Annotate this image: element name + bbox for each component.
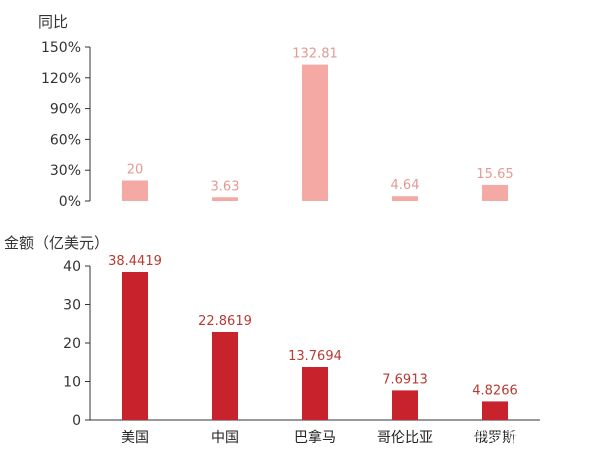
x-axis-category-label: 俄罗斯 — [474, 430, 516, 446]
bot-bar — [392, 390, 418, 420]
top-bar — [122, 180, 148, 201]
x-axis-category-label: 中国 — [211, 430, 239, 446]
bot-data-label: 13.7694 — [288, 349, 342, 364]
bot-y-tick-label: 20 — [63, 336, 81, 352]
bot-data-label: 7.6913 — [382, 372, 428, 387]
top-bar — [302, 64, 328, 201]
bot-y-tick-label: 10 — [63, 375, 81, 391]
bottom-chart-y-ticks: 0 10 20 30 40 — [63, 259, 90, 429]
bot-bar — [212, 331, 238, 420]
top-chart-y-axis-title: 同比 — [38, 13, 68, 31]
bot-bar — [302, 366, 328, 420]
bot-data-label: 22.8619 — [198, 314, 252, 329]
top-chart-y-ticks: 0% 30% 60% 90% 120% 150% — [41, 40, 90, 210]
top-data-label: 3.63 — [211, 179, 240, 194]
top-y-tick-label: 60% — [50, 132, 81, 148]
bot-bar — [122, 271, 148, 420]
top-y-tick-label: 120% — [41, 71, 81, 87]
top-y-tick-label: 0% — [59, 194, 81, 210]
top-data-label: 20 — [127, 162, 144, 177]
top-bar — [392, 196, 418, 201]
top-bar — [212, 197, 238, 201]
bot-y-tick-label: 40 — [63, 259, 81, 275]
bot-data-label: 4.8266 — [472, 383, 518, 398]
top-data-label: 15.65 — [476, 167, 513, 182]
bot-y-tick-label: 30 — [63, 298, 81, 314]
bottom-chart-data-labels: 38.4419 22.8619 13.7694 7.6913 4.8266 — [108, 254, 518, 398]
bottom-chart: 金额（亿美元） 0 10 20 30 40 38.4419 22.8619 13.7694 7… — [4, 234, 540, 446]
top-chart-bars — [122, 64, 508, 201]
x-axis-category-labels: 美国 中国 巴拿马 哥伦比亚 俄罗斯 — [121, 429, 516, 446]
watermark-text: 知乎 @潮闻资讯 — [458, 429, 560, 446]
top-chart: 同比 0% 30% 60% 90% 120% 150% 20 3.63 132.81 4.64 1… — [38, 13, 514, 210]
x-axis-category-label: 哥伦比亚 — [377, 430, 433, 446]
top-y-tick-label: 30% — [50, 163, 81, 179]
top-data-label: 4.64 — [391, 178, 420, 193]
x-axis-category-label: 巴拿马 — [294, 429, 336, 446]
top-y-tick-label: 150% — [41, 40, 81, 56]
top-y-tick-label: 90% — [50, 102, 81, 118]
top-bar — [482, 184, 508, 201]
bottom-chart-y-axis-title: 金额（亿美元） — [4, 234, 109, 252]
x-axis-category-label: 美国 — [121, 430, 149, 446]
top-chart-data-labels: 20 3.63 132.81 4.64 15.65 — [127, 47, 514, 195]
bot-y-tick-label: 0 — [72, 413, 81, 429]
bot-bar — [482, 401, 508, 420]
bottom-chart-bars — [122, 271, 508, 420]
bot-data-label: 38.4419 — [108, 254, 162, 269]
top-data-label: 132.81 — [292, 47, 338, 62]
